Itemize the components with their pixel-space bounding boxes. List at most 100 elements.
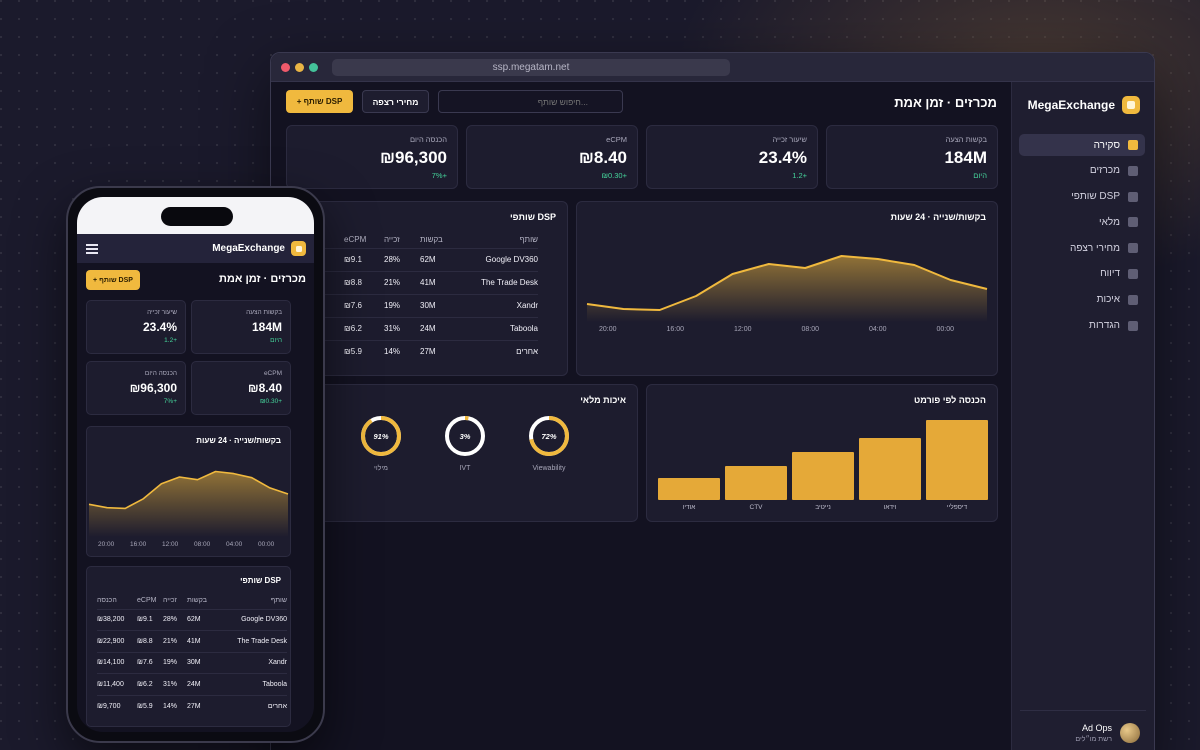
maximize-window-icon[interactable]	[309, 63, 318, 72]
kpi-label: שיעור זכייה	[772, 135, 807, 144]
dynamic-island	[161, 207, 233, 226]
revenue-cell: ₪22,900	[97, 630, 137, 652]
sidebar-nav: סקירה מכרזים שותפי DSP מלאי מחירי רצפה ד…	[1019, 134, 1145, 340]
overview-icon	[1128, 140, 1138, 150]
x-tick-label: 12:00	[734, 326, 752, 333]
table-row[interactable]: 22,900 ₪8.8 21% 41M The Trade Desk	[298, 270, 538, 294]
donut-label: Viewability	[532, 465, 566, 472]
partner-cell: The Trade Desk	[219, 630, 287, 652]
close-window-icon[interactable]	[281, 63, 290, 72]
x-tick-label: 20:00	[599, 326, 617, 333]
kpi-card-ecpm: eCPM ₪8.40 ₪0.30+	[191, 361, 291, 415]
address-bar[interactable]: ssp.megatam.net	[332, 59, 730, 76]
donut-value: 91%	[373, 432, 388, 441]
table-row[interactable]: ₪14,100 ₪7.6 19% 30M Xandr	[97, 651, 287, 674]
column-header[interactable]: בקשות	[187, 596, 207, 604]
card-title: הכנסה לפי פורמט	[914, 395, 986, 405]
sidebar-item-label: דיווח	[1100, 268, 1120, 280]
page-title: מכרזים · זמן אמת	[219, 273, 306, 285]
requests-cell: 24M	[420, 316, 460, 340]
series-line	[586, 255, 988, 311]
bar[interactable]	[926, 420, 988, 500]
column-header[interactable]: שותף	[519, 235, 538, 245]
brand-name: MegaExchange	[1027, 98, 1115, 112]
x-tick-label: 12:00	[162, 541, 179, 548]
table-row[interactable]: ₪22,900 ₪8.8 21% 41M The Trade Desk	[97, 630, 287, 652]
phone-header: MegaExchange	[77, 234, 314, 263]
win-rate-cell: 28%	[384, 247, 420, 271]
requests-cell: 27M	[187, 694, 219, 717]
table-row[interactable]: 11,400 ₪6.2 31% 24M Taboola	[298, 316, 538, 340]
phone-status-bar	[77, 197, 314, 234]
revenue-cell: ₪14,100	[97, 651, 137, 674]
bar-category-label: אודיו	[682, 504, 696, 511]
user-profile[interactable]: Ad Ops רשת מו״לים	[1075, 723, 1140, 743]
add-dsp-button[interactable]: + שותף DSP	[286, 90, 353, 113]
requests-cell: 62M	[420, 247, 460, 271]
area-fill	[587, 256, 987, 322]
dsp-table: הכנסה eCPM זכייה בקשות שותף ₪38,200 ₪9.1…	[97, 592, 287, 717]
bar[interactable]	[792, 452, 854, 500]
sidebar-item-floor-prices[interactable]: מחירי רצפה	[1019, 237, 1145, 259]
floor-prices-button[interactable]: מחירי רצפה	[362, 90, 429, 113]
partner-cell: Google DV360	[460, 247, 538, 271]
x-tick-label: 04:00	[226, 541, 243, 548]
table-row[interactable]: ₪38,200 ₪9.1 28% 62M Google DV360	[97, 608, 287, 631]
sidebar-item-quality[interactable]: איכות	[1019, 289, 1145, 311]
avatar[interactable]	[1120, 723, 1140, 743]
ecpm-cell: ₪6.2	[137, 673, 163, 695]
revenue-cell: ₪11,400	[97, 673, 137, 695]
partner-cell: אחרים	[460, 339, 538, 363]
dsp-table: הכנסה eCPM זכייה בקשות שותף 38,200 ₪9.1 …	[298, 232, 538, 363]
sidebar-item-reporting[interactable]: דיווח	[1019, 263, 1145, 285]
column-header[interactable]: eCPM	[137, 596, 157, 604]
table-row[interactable]: ₪11,400 ₪6.2 31% 24M Taboola	[97, 673, 287, 695]
requests-cell: 27M	[420, 339, 460, 363]
chart-title: בקשות/שנייה · 24 שעות	[196, 436, 281, 445]
column-header[interactable]: זכייה	[384, 235, 400, 245]
column-header[interactable]: הכנסה	[97, 596, 117, 604]
sidebar-item-dsp-partners[interactable]: שותפי DSP	[1019, 186, 1145, 208]
donut-value: 3%	[460, 432, 471, 441]
search-input[interactable]	[438, 90, 623, 113]
partner-cell: Taboola	[219, 673, 287, 695]
column-header[interactable]: שותף	[270, 596, 287, 604]
column-header[interactable]: eCPM	[344, 235, 367, 245]
sidebar-item-label: מלאי	[1099, 216, 1120, 228]
ecpm-cell: ₪9.1	[344, 247, 384, 271]
kpi-value: ₪8.40	[578, 148, 627, 167]
win-rate-cell: 19%	[163, 651, 187, 674]
x-tick-label: 04:00	[869, 326, 887, 333]
bar[interactable]	[725, 465, 787, 500]
kpi-value: ₪8.40	[248, 381, 282, 395]
minimize-window-icon[interactable]	[295, 63, 304, 72]
table-row[interactable]: 38,200 ₪9.1 28% 62M Google DV360	[298, 247, 538, 271]
donut-label: IVT	[459, 465, 471, 472]
table-row[interactable]: 9,700 ₪5.9 14% 27M אחרים	[298, 339, 538, 363]
bar[interactable]	[658, 478, 720, 500]
kpi-value: 23.4%	[758, 148, 807, 167]
sidebar-item-overview[interactable]: סקירה	[1019, 134, 1145, 156]
reporting-icon	[1128, 268, 1138, 279]
bar-category-label: דיספליי	[946, 504, 968, 511]
x-tick-label: 00:00	[258, 541, 275, 548]
donut-arc	[361, 416, 401, 456]
bar-category-label: נייטיב	[815, 504, 831, 511]
brand-name: MegaExchange	[212, 243, 285, 254]
donut-arc	[445, 416, 485, 456]
table-row[interactable]: ₪9,700 ₪5.9 14% 27M אחרים	[97, 694, 287, 717]
requests-cell: 30M	[187, 651, 219, 674]
sidebar-item-settings[interactable]: הגדרות	[1019, 315, 1145, 337]
column-header[interactable]: בקשות	[420, 235, 443, 245]
donut-gauge: 91%	[361, 416, 401, 456]
add-dsp-button[interactable]: + שותף DSP	[86, 270, 140, 290]
bar[interactable]	[859, 437, 921, 500]
table-row[interactable]: 14,100 ₪7.6 19% 30M Xandr	[298, 293, 538, 317]
column-header[interactable]: זכייה	[163, 596, 177, 604]
kpi-card-win-rate: שיעור זכייה 23.4% 1.2+	[86, 300, 186, 354]
hamburger-menu-icon[interactable]	[86, 244, 98, 254]
sidebar-item-inventory[interactable]: מלאי	[1019, 211, 1145, 233]
sidebar-item-auctions[interactable]: מכרזים	[1019, 160, 1145, 182]
kpi-card-revenue-today: הכנסה היום ₪96,300 7%+	[86, 361, 186, 415]
kpi-label: eCPM	[263, 370, 282, 377]
